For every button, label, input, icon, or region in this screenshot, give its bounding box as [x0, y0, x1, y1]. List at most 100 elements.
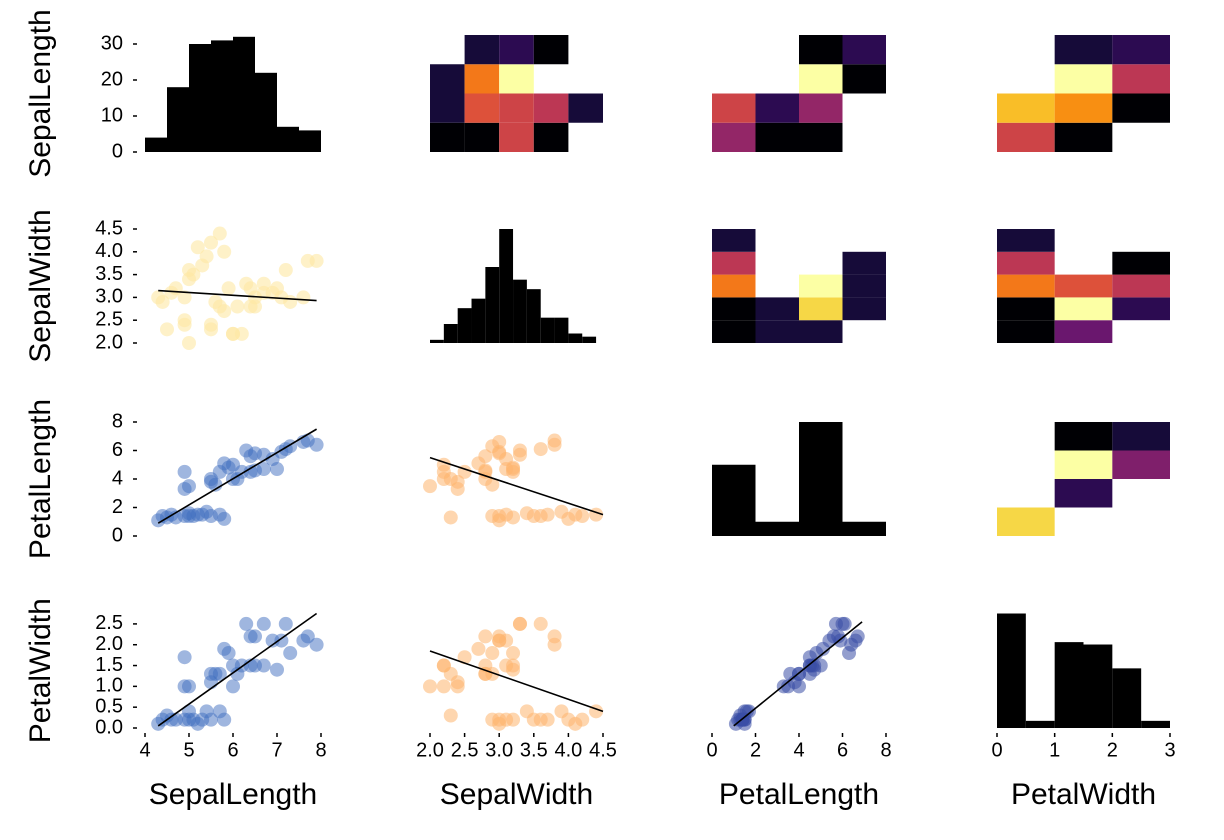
y-tick-label: 0 — [112, 524, 123, 546]
histogram-bar — [712, 464, 756, 536]
y-tick-label: 30 — [101, 32, 123, 54]
scatter-point — [492, 513, 507, 528]
scatter-point — [204, 474, 218, 489]
heatmap-cell — [1054, 450, 1113, 479]
scatter-point — [485, 646, 500, 661]
histogram-bar — [277, 126, 299, 152]
trendline — [429, 650, 604, 713]
scatter-point — [309, 437, 324, 452]
y-tick-label: 2.0 — [95, 331, 123, 353]
y-tick-label: 2.5 — [95, 612, 123, 634]
scatter-point — [575, 509, 590, 524]
heatmap-cell — [1054, 479, 1113, 508]
scatter-point — [547, 637, 562, 652]
heatmap-cell — [568, 93, 603, 123]
scatter-point — [512, 616, 527, 631]
scatter-point — [256, 462, 271, 477]
histogram-bar — [430, 339, 444, 343]
heatmap-cell — [1054, 274, 1113, 298]
histogram-bar — [211, 40, 233, 152]
scatter-point — [226, 457, 240, 472]
scatter-point — [737, 712, 752, 727]
y-tick-label: 4.5 — [95, 217, 123, 239]
x-tick-label: 2.5 — [451, 739, 479, 761]
heatmap-cell — [533, 35, 569, 65]
scatter-point — [212, 704, 227, 719]
x-tick-label: 3.5 — [520, 739, 548, 761]
histogram-bar — [554, 317, 569, 343]
histogram-bar — [755, 521, 799, 536]
heatmap-cell — [842, 297, 886, 321]
y-tick-label: 2 — [112, 496, 123, 518]
histogram-bar — [513, 279, 527, 343]
scatter-point — [813, 658, 828, 673]
heatmap-cell — [533, 122, 569, 152]
scatter-point — [160, 322, 174, 337]
heatmap-cell — [755, 297, 799, 321]
scatter-point — [506, 646, 521, 661]
x-tick-label: 3.0 — [485, 739, 513, 761]
histogram-bar — [145, 137, 167, 152]
scatter-point — [485, 439, 500, 454]
scatter-point — [151, 290, 166, 305]
heatmap-cell — [712, 320, 756, 343]
x-axis-label: PetalWidth — [1011, 778, 1156, 811]
scatter-point — [256, 616, 271, 631]
y-axis-label: PetalLength — [24, 399, 57, 559]
x-tick-label: 3 — [1164, 739, 1175, 761]
scatter-point — [457, 650, 472, 665]
heatmap-cell — [1112, 251, 1170, 275]
scatter-point — [182, 679, 196, 694]
x-tick-label: 0 — [706, 739, 717, 761]
y-tick-label: 0.5 — [95, 695, 123, 717]
heatmap-cell — [799, 274, 843, 298]
heatmap-cell — [842, 251, 886, 275]
heatmap-cell — [1054, 320, 1113, 343]
scatter-point — [243, 629, 258, 644]
y-tick-label: 3.0 — [95, 286, 123, 308]
scatter-point — [230, 299, 245, 314]
scatter-point — [822, 633, 837, 648]
heatmap-cell — [1054, 297, 1113, 321]
heatmap-cell — [1112, 450, 1170, 479]
scatter-point — [182, 704, 196, 719]
heatmap-cell — [430, 122, 465, 152]
histogram-bar — [443, 324, 458, 343]
heatmap-cell — [997, 507, 1055, 536]
heatmap-cell — [997, 274, 1055, 298]
heatmap-cell — [799, 35, 843, 65]
heatmap-cell — [997, 122, 1055, 152]
scatter-point — [828, 616, 843, 631]
scatter-point — [443, 510, 458, 525]
scatter-point — [478, 629, 493, 644]
trendline — [733, 621, 863, 727]
heatmap-cell — [712, 93, 756, 123]
scatter-point — [239, 616, 254, 631]
histogram-bar — [1112, 668, 1142, 728]
heatmap-cell — [1054, 122, 1113, 152]
heatmap-cell — [464, 35, 500, 65]
scatter-point — [182, 272, 196, 287]
x-tick-label: 6 — [227, 739, 238, 761]
heatmap-cell — [842, 64, 886, 94]
histogram-bar — [499, 229, 514, 343]
scatter-point — [151, 716, 166, 731]
heatmap-cell — [842, 274, 886, 298]
scatter-point — [195, 258, 210, 273]
scatter-point — [265, 285, 280, 300]
y-axis-label: PetalWidth — [24, 598, 57, 743]
scatter-point — [283, 294, 298, 309]
scatter-point — [533, 616, 548, 631]
heatmap-cell — [1054, 64, 1113, 94]
y-tick-label: 3.5 — [95, 263, 123, 285]
x-tick-label: 1 — [1049, 739, 1060, 761]
heatmap-cell — [533, 93, 569, 123]
trendline — [157, 428, 318, 524]
scatter-point — [208, 294, 223, 309]
heatmap-cell — [799, 320, 843, 343]
heatmap-cell — [1054, 35, 1113, 65]
heatmap-cell — [799, 297, 843, 321]
histogram-bar — [568, 333, 583, 343]
x-tick-label: 2 — [1107, 739, 1118, 761]
scatter-point — [450, 675, 465, 690]
